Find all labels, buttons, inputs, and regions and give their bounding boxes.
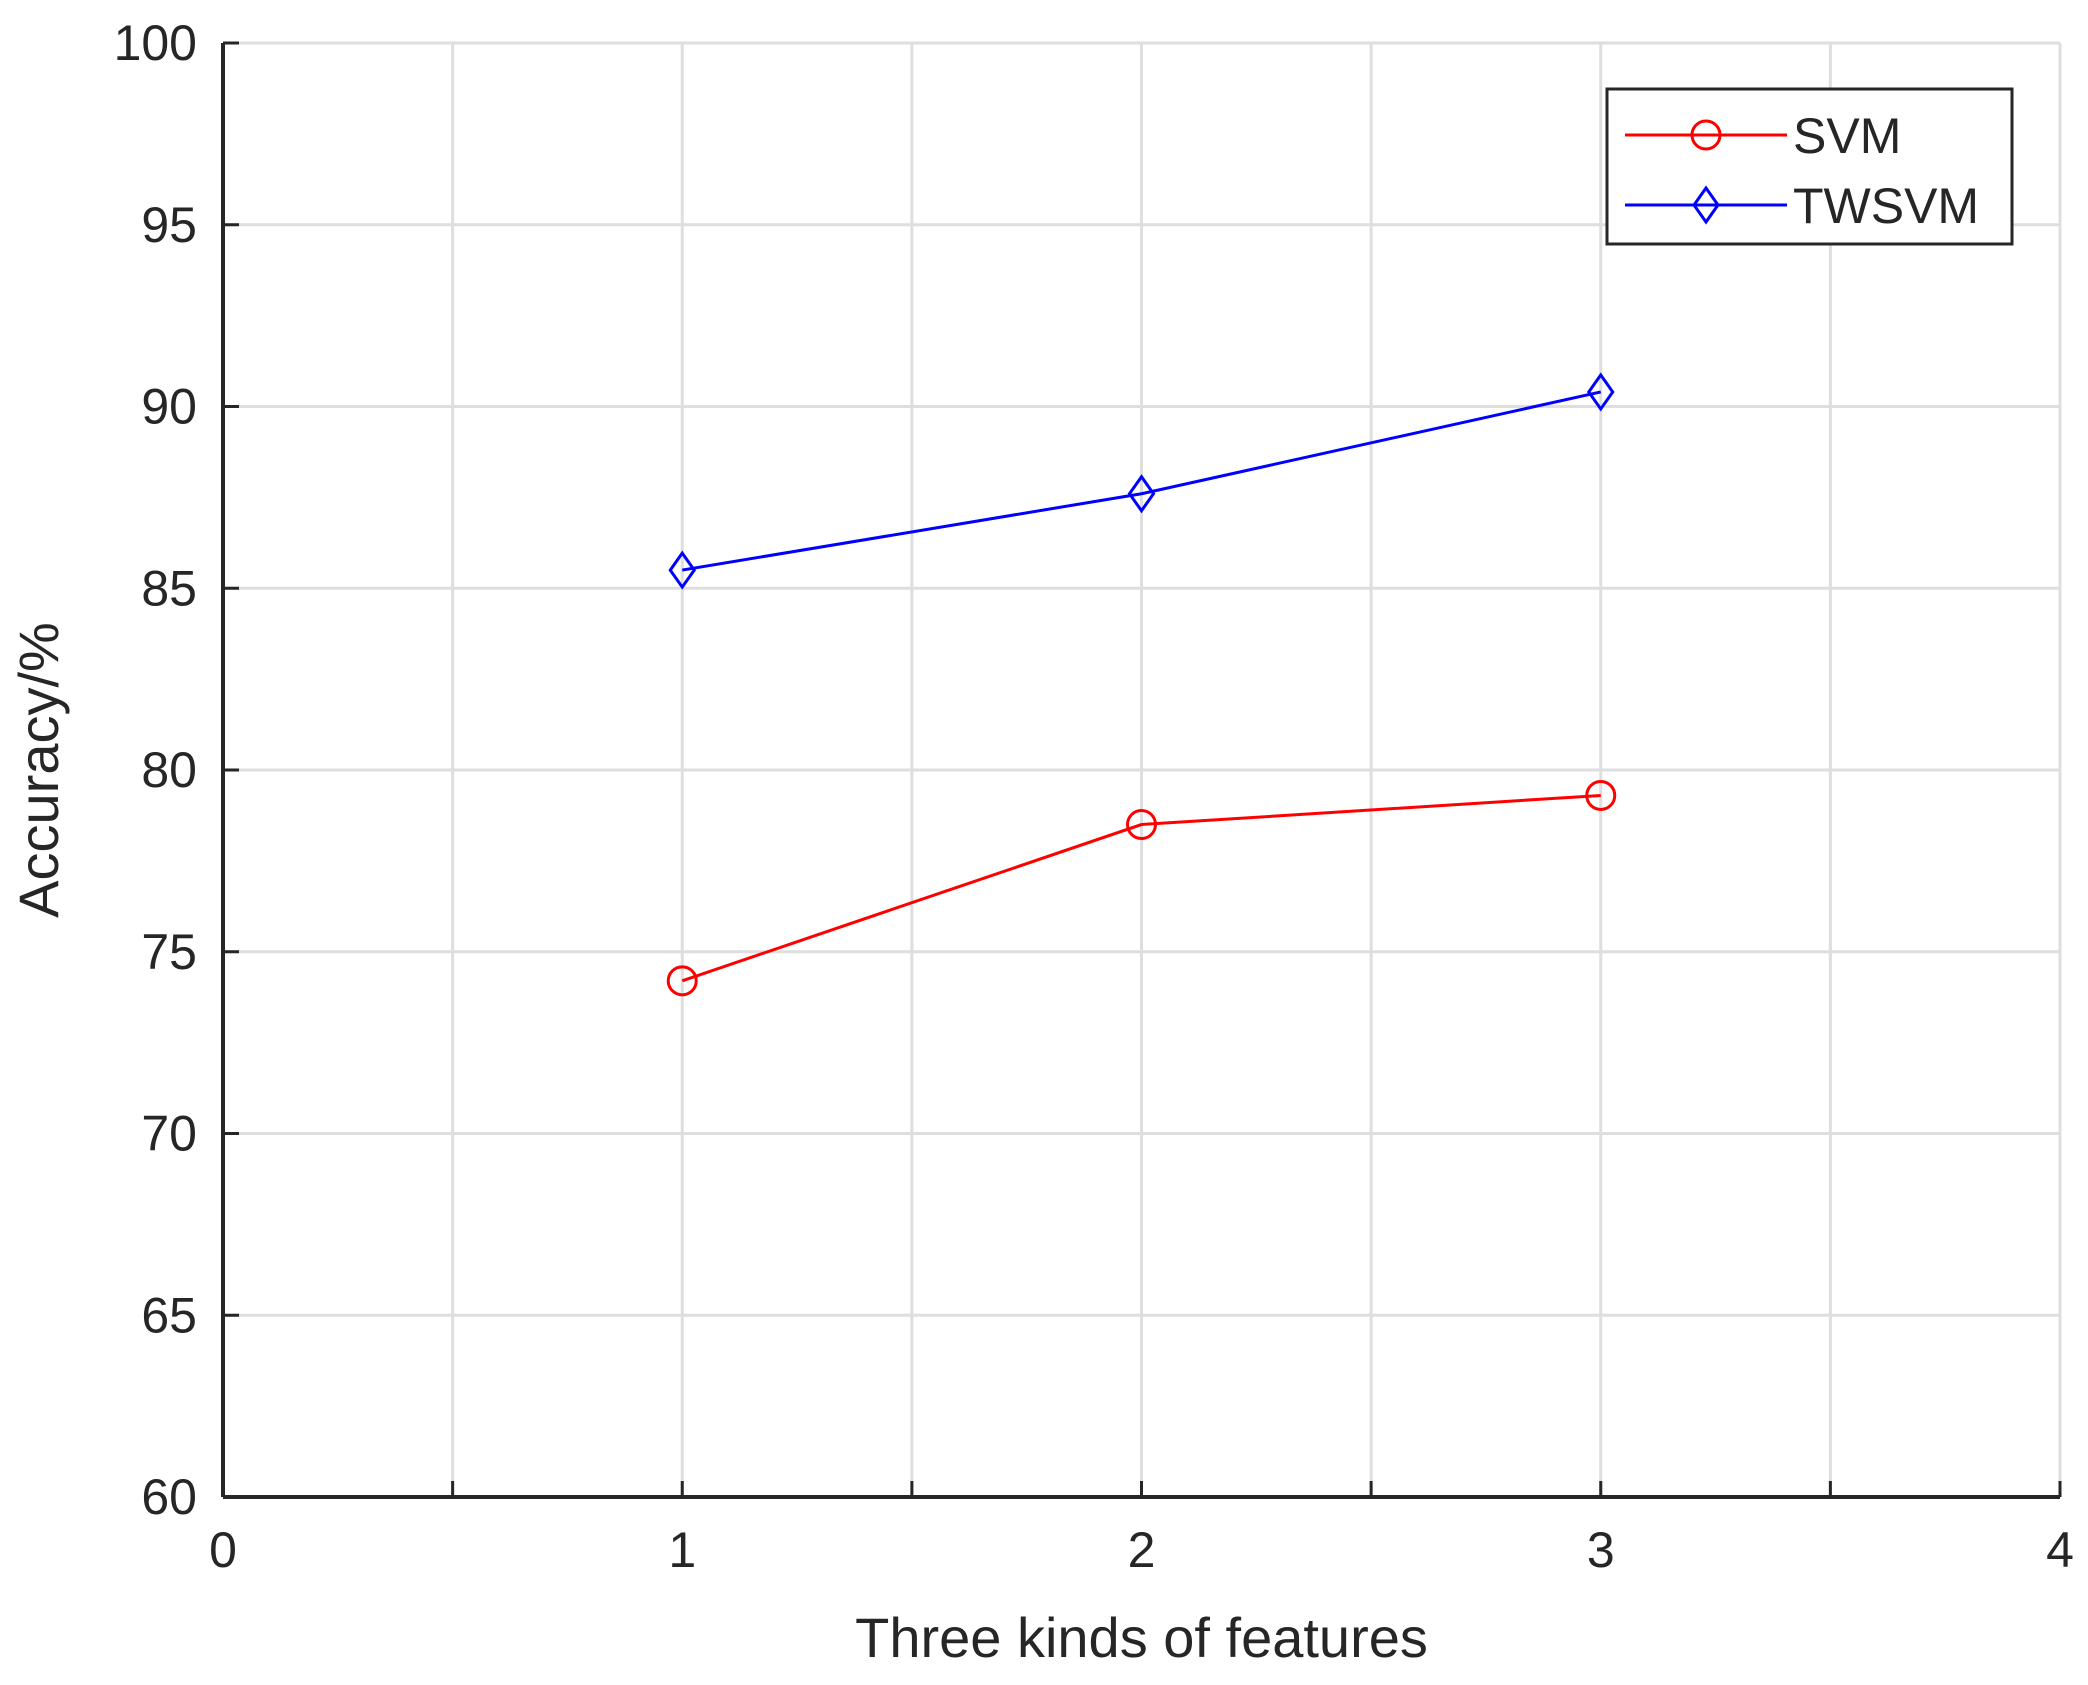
twsvm-data-point	[1586, 372, 1615, 412]
y-tick-label: 90	[141, 379, 197, 435]
twsvm-data-point	[1127, 474, 1156, 514]
y-tick-label: 65	[141, 1287, 197, 1343]
tick-labels: 0 1 2 3 4 60 65 70 75 80 85 90 95 100	[114, 15, 2074, 1578]
svm-series-line	[681, 793, 1601, 983]
twsvm-legend-marker	[1692, 185, 1720, 225]
y-tick-label: 95	[141, 197, 197, 253]
twsvm-series-line	[682, 390, 1602, 572]
legend-box	[1605, 87, 2014, 246]
x-tick-label: 1	[668, 1522, 696, 1578]
svm-legend-marker	[1690, 119, 1722, 151]
legend: SVM TWSVM	[1605, 87, 2014, 246]
y-tick-label: 70	[141, 1106, 197, 1162]
plot-area	[666, 372, 1617, 997]
twsvm-legend-label: TWSVM	[1793, 178, 1979, 234]
y-axis-label: Accuracy/%	[7, 622, 70, 918]
svm-legend-label: SVM	[1793, 108, 1901, 164]
twsvm-data-point	[668, 550, 697, 590]
x-tick-label: 3	[1587, 1522, 1615, 1578]
svm-data-point	[1126, 809, 1157, 841]
y-tick-label: 60	[141, 1469, 197, 1525]
x-tick-label: 0	[209, 1522, 237, 1578]
y-tick-label: 75	[141, 924, 197, 980]
x-tick-label: 4	[2046, 1522, 2074, 1578]
y-tick-label: 100	[114, 15, 197, 71]
y-tick-label: 80	[141, 742, 197, 798]
x-tick-label: 2	[1128, 1522, 1156, 1578]
legend-items: SVM TWSVM	[1625, 108, 1979, 234]
svm-data-point	[1585, 779, 1617, 811]
svm-data-point	[666, 965, 698, 997]
grid	[223, 41, 2062, 1497]
y-tick-label: 85	[141, 560, 197, 616]
x-axis-label: Three kinds of features	[855, 1606, 1428, 1669]
axes	[221, 41, 2062, 1499]
